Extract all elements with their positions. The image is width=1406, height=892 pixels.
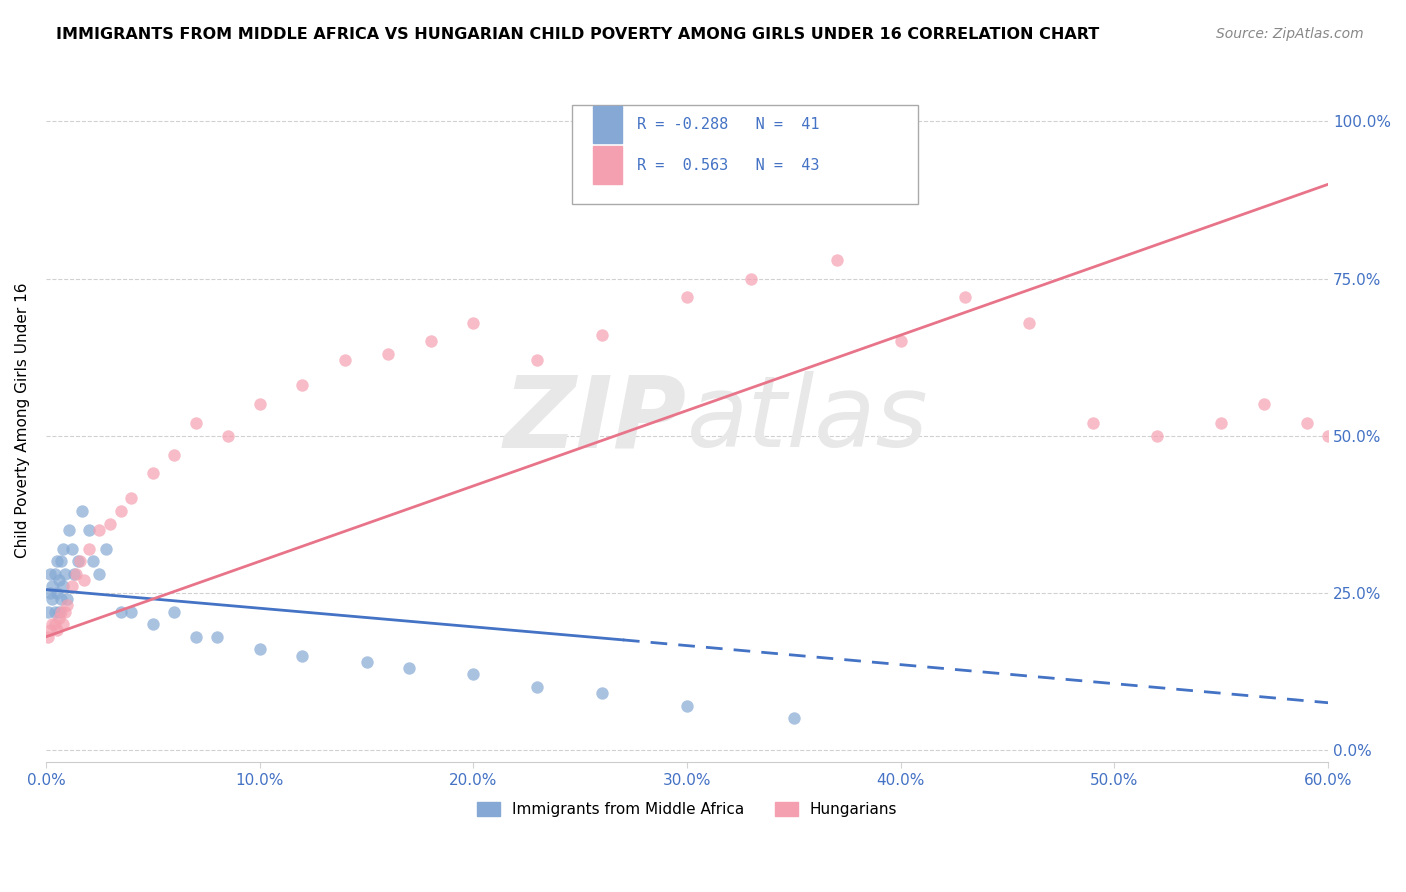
Point xyxy=(163,448,186,462)
Point xyxy=(1018,316,1040,330)
Point xyxy=(44,605,66,619)
Legend: Immigrants from Middle Africa, Hungarians: Immigrants from Middle Africa, Hungarian… xyxy=(471,796,904,823)
Point xyxy=(60,579,83,593)
Point xyxy=(676,290,699,304)
Point xyxy=(48,573,70,587)
Point xyxy=(463,316,485,330)
FancyBboxPatch shape xyxy=(572,105,918,204)
Point xyxy=(377,347,399,361)
Point xyxy=(48,611,70,625)
Point xyxy=(184,416,207,430)
Point xyxy=(45,554,67,568)
Point xyxy=(89,523,111,537)
Point xyxy=(49,605,72,619)
Point xyxy=(66,554,89,568)
Point xyxy=(65,566,87,581)
Point xyxy=(120,605,142,619)
Point xyxy=(142,617,165,632)
Text: ZIP: ZIP xyxy=(505,371,688,468)
Point xyxy=(825,252,848,267)
Point xyxy=(356,655,378,669)
Point xyxy=(53,605,76,619)
Point xyxy=(1081,416,1104,430)
Point xyxy=(579,130,602,145)
Point xyxy=(45,586,67,600)
Point xyxy=(49,592,72,607)
Point xyxy=(77,541,100,556)
Point xyxy=(45,624,67,638)
Point xyxy=(52,541,75,556)
Point xyxy=(890,334,912,349)
Point xyxy=(77,523,100,537)
Point xyxy=(142,467,165,481)
Text: R =  0.563   N =  43: R = 0.563 N = 43 xyxy=(637,158,820,173)
Point xyxy=(56,592,79,607)
Point xyxy=(740,271,762,285)
Point xyxy=(89,566,111,581)
Point xyxy=(37,605,59,619)
Point xyxy=(291,378,314,392)
Point xyxy=(49,554,72,568)
Point xyxy=(94,541,117,556)
Point xyxy=(39,624,62,638)
Point xyxy=(53,566,76,581)
Point xyxy=(110,605,132,619)
Point xyxy=(120,491,142,506)
Point xyxy=(60,541,83,556)
Point xyxy=(37,630,59,644)
Point xyxy=(69,554,91,568)
Point xyxy=(1317,428,1340,442)
Point xyxy=(56,599,79,613)
Text: R = -0.288   N =  41: R = -0.288 N = 41 xyxy=(637,117,820,132)
Point xyxy=(591,686,613,700)
Point xyxy=(58,523,80,537)
Point xyxy=(398,661,420,675)
Point xyxy=(98,516,121,531)
Bar xyxy=(593,106,621,144)
Point xyxy=(184,630,207,644)
Point xyxy=(44,617,66,632)
Point xyxy=(44,566,66,581)
Point xyxy=(52,617,75,632)
Point xyxy=(953,290,976,304)
Text: Source: ZipAtlas.com: Source: ZipAtlas.com xyxy=(1216,27,1364,41)
Text: atlas: atlas xyxy=(688,371,929,468)
Point xyxy=(249,397,271,411)
Text: IMMIGRANTS FROM MIDDLE AFRICA VS HUNGARIAN CHILD POVERTY AMONG GIRLS UNDER 16 CO: IMMIGRANTS FROM MIDDLE AFRICA VS HUNGARI… xyxy=(56,27,1099,42)
Point xyxy=(39,566,62,581)
Y-axis label: Child Poverty Among Girls Under 16: Child Poverty Among Girls Under 16 xyxy=(15,282,30,558)
Point xyxy=(291,648,314,663)
Point xyxy=(41,617,63,632)
Point xyxy=(110,504,132,518)
Point xyxy=(1211,416,1233,430)
Point xyxy=(41,579,63,593)
Point xyxy=(676,698,699,713)
Point xyxy=(1295,416,1317,430)
Point xyxy=(217,428,239,442)
Point xyxy=(39,586,62,600)
Point xyxy=(333,353,356,368)
Point xyxy=(82,554,104,568)
Point xyxy=(1253,397,1275,411)
Point xyxy=(48,605,70,619)
Point xyxy=(41,592,63,607)
Point xyxy=(1146,428,1168,442)
Point xyxy=(623,136,645,151)
Point xyxy=(463,667,485,681)
Point xyxy=(591,328,613,343)
Bar xyxy=(593,146,621,184)
Point xyxy=(52,579,75,593)
Point xyxy=(526,680,548,694)
Point xyxy=(249,642,271,657)
Point xyxy=(783,711,806,725)
Point xyxy=(73,573,96,587)
Point xyxy=(526,353,548,368)
Point xyxy=(205,630,228,644)
Point xyxy=(419,334,441,349)
Point xyxy=(163,605,186,619)
Point xyxy=(72,504,94,518)
Point xyxy=(62,566,84,581)
